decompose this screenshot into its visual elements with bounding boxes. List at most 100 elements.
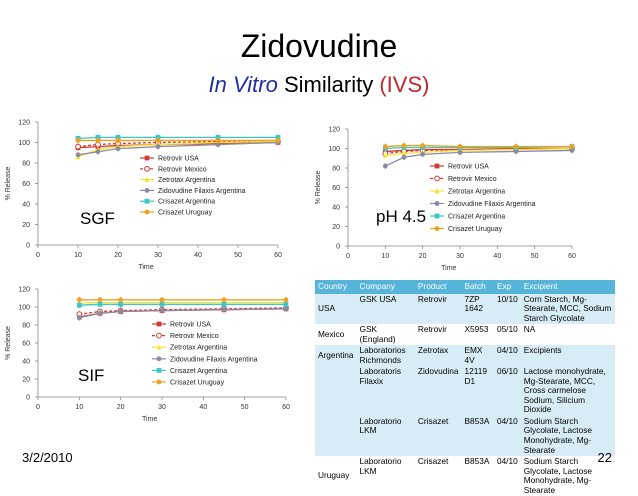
data-point — [221, 297, 227, 303]
series-line — [79, 307, 287, 315]
data-point — [513, 149, 519, 154]
y-tick-label: 20 — [332, 224, 340, 231]
data-point — [95, 134, 101, 140]
condition-label: SIF — [78, 366, 104, 385]
data-point — [97, 297, 103, 303]
legend-marker — [144, 188, 150, 193]
data-point — [382, 152, 388, 158]
cell-excipient: NA — [520, 324, 615, 346]
header-batch: Batch — [461, 280, 494, 294]
cell-batch: B853A — [461, 456, 494, 496]
x-tick-label: 40 — [199, 404, 207, 411]
cell-exp: 04/10 — [493, 456, 521, 496]
data-point — [221, 307, 227, 313]
data-point — [283, 306, 289, 312]
legend-label: Zidovudine Filaxis Argentina — [170, 356, 258, 363]
x-tick-label: 60 — [274, 252, 282, 259]
y-axis-title: % Release — [315, 170, 322, 204]
cell-batch: 7ZP 1642 — [461, 293, 494, 325]
y-tick-label: 20 — [22, 377, 30, 384]
y-tick-label: 80 — [22, 323, 30, 330]
series-line — [79, 308, 287, 319]
data-point — [275, 134, 281, 140]
legend-label: Crisazet Uruguay — [448, 226, 503, 233]
legend-marker — [144, 176, 150, 182]
legend-label: Crisazet Argentina — [158, 199, 215, 206]
data-point — [118, 301, 124, 307]
cell-country: USA — [315, 293, 357, 325]
data-point — [457, 150, 463, 155]
y-tick-label: 60 — [332, 185, 340, 192]
y-axis-title: % Release — [5, 326, 12, 360]
cell-company: Laboratorios Richmonds — [356, 345, 415, 367]
legend-label: Zetrotax Argentina — [448, 189, 505, 196]
table-row: Laboratoris Filaxix Zidovudina 12119 D1 06/… — [315, 366, 615, 416]
data-point — [401, 143, 407, 148]
y-tick-label: 120 — [18, 287, 30, 294]
y-tick-label: 0 — [26, 395, 30, 402]
cell-product: Crisazet — [414, 456, 462, 496]
cell-country — [315, 415, 357, 457]
legend-label: Retrovir Mexico — [448, 176, 497, 183]
cell-excipient: Corn Starch, Mg-Stearate, MCC, Sodium St… — [520, 293, 615, 325]
x-tick-label: 50 — [234, 252, 242, 259]
y-tick-label: 40 — [332, 205, 340, 212]
excipient-table: Country Company Product Batch Exp Excipi… — [315, 280, 615, 496]
x-tick-label: 40 — [194, 252, 202, 259]
table-row: USA GSK USA Retrovir 7ZP 1642 10/10 Corn Star… — [315, 293, 615, 325]
y-axis-title: % Release — [5, 166, 12, 200]
cell-country: Argentina — [315, 345, 357, 367]
data-point — [159, 308, 165, 313]
series-line — [385, 145, 573, 150]
data-point — [159, 301, 165, 307]
x-tick-label: 50 — [531, 253, 539, 260]
cell-company: Laboratoris Filaxix — [356, 366, 415, 416]
data-point — [215, 134, 221, 140]
cell-exp: 06/10 — [493, 366, 521, 416]
legend-label: Retrovir USA — [158, 156, 199, 163]
legend-marker — [156, 344, 162, 350]
data-point — [283, 297, 289, 303]
cell-company: GSK (England) — [356, 324, 415, 346]
legend-label: Crisazet Uruguay — [158, 210, 213, 217]
cell-company: GSK USA — [356, 293, 415, 325]
cell-product: Retrovir — [414, 324, 462, 346]
data-point — [401, 150, 407, 156]
data-point — [95, 138, 101, 143]
cell-country: Uruguay — [315, 456, 357, 496]
series-line — [79, 303, 286, 306]
x-tick-label: 20 — [117, 404, 125, 411]
table-row: Argentina Laboratorios Richmonds Zetrotax E… — [315, 345, 615, 367]
legend-marker — [156, 379, 162, 385]
x-tick-label: 20 — [114, 252, 122, 259]
x-axis-title: Time — [142, 416, 157, 423]
header-excipient: Excipient — [520, 280, 615, 294]
y-tick-label: 40 — [22, 202, 30, 209]
legend-label: Retrovir USA — [448, 164, 489, 171]
legend-label: Retrovir Mexico — [170, 333, 219, 340]
cell-company: Laboratorio LKM — [356, 415, 415, 457]
y-tick-label: 0 — [336, 244, 340, 251]
cell-excipient: Lactose monohydrate, Mg-Stearate, MCC, C… — [520, 366, 615, 416]
data-point — [275, 138, 281, 143]
data-point — [76, 302, 82, 308]
series-line — [385, 147, 573, 156]
legend-marker — [156, 356, 162, 362]
cell-batch: 12119 D1 — [461, 366, 494, 416]
x-axis-title: Time — [441, 265, 456, 272]
series-line — [385, 144, 572, 148]
legend-marker — [434, 163, 440, 169]
data-point — [97, 301, 103, 307]
y-tick-label: 80 — [332, 166, 340, 173]
header-exp: Exp — [493, 280, 521, 294]
x-tick-label: 0 — [36, 252, 40, 259]
x-tick-label: 20 — [419, 253, 427, 260]
data-point — [513, 144, 519, 149]
x-tick-label: 0 — [36, 404, 40, 411]
legend-marker — [434, 175, 440, 182]
data-point — [569, 148, 575, 153]
data-point — [569, 144, 575, 149]
cell-country: Mexico — [315, 324, 357, 346]
series-line — [77, 140, 278, 148]
condition-label: pH 4.5 — [376, 207, 426, 226]
